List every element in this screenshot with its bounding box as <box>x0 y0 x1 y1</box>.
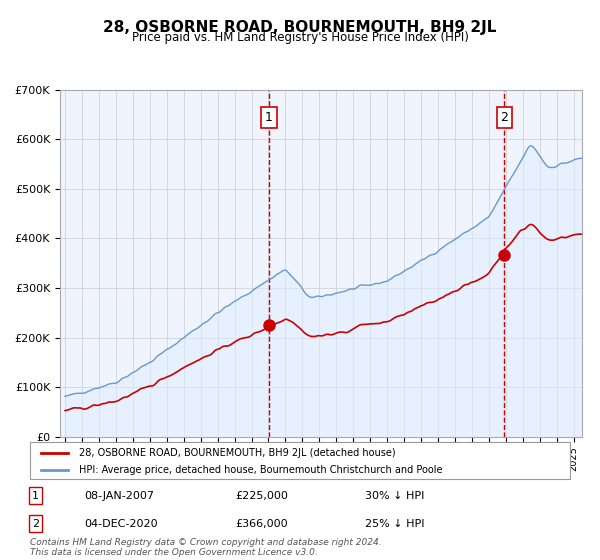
Text: £225,000: £225,000 <box>235 491 288 501</box>
Text: 08-JAN-2007: 08-JAN-2007 <box>84 491 154 501</box>
Text: Price paid vs. HM Land Registry's House Price Index (HPI): Price paid vs. HM Land Registry's House … <box>131 31 469 44</box>
Text: Contains HM Land Registry data © Crown copyright and database right 2024.
This d: Contains HM Land Registry data © Crown c… <box>30 538 382 557</box>
Text: 1: 1 <box>32 491 39 501</box>
Text: 1: 1 <box>265 111 273 124</box>
Text: 28, OSBORNE ROAD, BOURNEMOUTH, BH9 2JL: 28, OSBORNE ROAD, BOURNEMOUTH, BH9 2JL <box>103 20 497 35</box>
Text: £366,000: £366,000 <box>235 519 288 529</box>
FancyBboxPatch shape <box>30 442 570 479</box>
Text: HPI: Average price, detached house, Bournemouth Christchurch and Poole: HPI: Average price, detached house, Bour… <box>79 465 442 475</box>
Text: 04-DEC-2020: 04-DEC-2020 <box>84 519 158 529</box>
Text: 25% ↓ HPI: 25% ↓ HPI <box>365 519 424 529</box>
Text: 2: 2 <box>32 519 39 529</box>
Text: 2: 2 <box>500 111 508 124</box>
Text: 30% ↓ HPI: 30% ↓ HPI <box>365 491 424 501</box>
Text: 28, OSBORNE ROAD, BOURNEMOUTH, BH9 2JL (detached house): 28, OSBORNE ROAD, BOURNEMOUTH, BH9 2JL (… <box>79 449 395 458</box>
